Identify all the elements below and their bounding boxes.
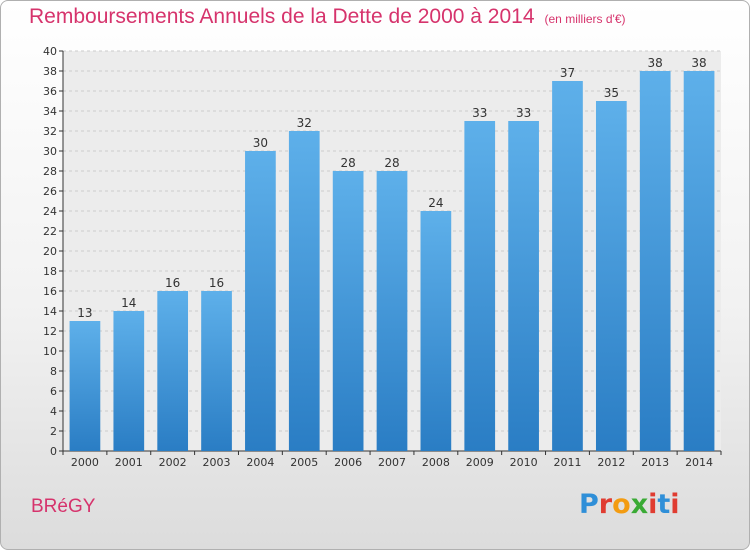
chart-subtitle: (en milliers d'€)	[544, 12, 626, 26]
y-tick-label: 26	[43, 185, 57, 198]
x-tick-label-2010: 2010	[510, 456, 538, 469]
bar-2003	[201, 291, 232, 451]
y-tick-label: 24	[43, 205, 57, 218]
bar-2011	[552, 81, 583, 451]
y-tick-label: 16	[43, 285, 57, 298]
bar-2002	[157, 291, 189, 451]
proxiti-logo: Proxiti	[579, 489, 680, 520]
y-tick-label: 36	[43, 85, 57, 98]
x-tick-label-2003: 2003	[203, 456, 231, 469]
value-label-2010: 33	[516, 106, 531, 120]
value-label-2001: 14	[121, 296, 136, 310]
value-label-2003: 16	[209, 276, 224, 290]
chart-title-text: Remboursements Annuels de la Dette de 20…	[29, 5, 535, 28]
place-name: BRéGY	[31, 496, 96, 517]
y-tick-label: 32	[43, 125, 57, 138]
bar-2001	[113, 311, 145, 451]
value-label-2011: 37	[560, 66, 575, 80]
bar-2000	[69, 321, 101, 451]
bar-2009	[464, 121, 496, 451]
x-tick-label-2006: 2006	[334, 456, 362, 469]
logo-letter: P	[579, 489, 599, 520]
bar-2007	[376, 171, 408, 451]
bar-2013	[639, 71, 671, 451]
value-label-2002: 16	[165, 276, 180, 290]
y-tick-label: 14	[43, 305, 57, 318]
x-tick-label-2000: 2000	[71, 456, 99, 469]
value-label-2009: 33	[472, 106, 487, 120]
y-tick-label: 18	[43, 265, 57, 278]
x-tick-label-2012: 2012	[597, 456, 625, 469]
y-tick-label: 12	[43, 325, 57, 338]
y-tick-label: 8	[50, 365, 57, 378]
bar-2012	[595, 101, 627, 451]
logo-letter: o	[612, 489, 631, 520]
y-tick-label: 30	[43, 145, 57, 158]
value-label-2014: 38	[691, 56, 706, 70]
x-tick-label-2009: 2009	[466, 456, 494, 469]
bar-2006	[332, 171, 364, 451]
y-tick-label: 28	[43, 165, 57, 178]
x-tick-label-2001: 2001	[115, 456, 143, 469]
logo-letter: i	[648, 489, 658, 520]
x-tick-label-2008: 2008	[422, 456, 450, 469]
x-tick-label-2011: 2011	[553, 456, 581, 469]
y-tick-label: 38	[43, 65, 57, 78]
value-label-2013: 38	[648, 56, 663, 70]
y-tick-label: 34	[43, 105, 57, 118]
value-label-2006: 28	[340, 156, 355, 170]
logo-letter: x	[630, 489, 649, 520]
logo-letter: r	[598, 489, 613, 520]
bar-2014	[683, 71, 715, 451]
y-tick-label: 40	[43, 45, 57, 58]
y-tick-label: 10	[43, 345, 57, 358]
value-label-2004: 30	[253, 136, 268, 150]
chart-title: Remboursements Annuels de la Dette de 20…	[29, 5, 626, 29]
x-tick-label-2002: 2002	[159, 456, 187, 469]
x-tick-label-2005: 2005	[290, 456, 318, 469]
bar-2005	[288, 131, 320, 451]
bar-2004	[245, 151, 276, 451]
value-label-2012: 35	[604, 86, 619, 100]
y-tick-label: 20	[43, 245, 57, 258]
value-label-2007: 28	[384, 156, 399, 170]
y-tick-label: 2	[50, 425, 57, 438]
value-label-2005: 32	[297, 116, 312, 130]
logo-letter: t	[657, 489, 671, 520]
value-label-2000: 13	[77, 306, 92, 320]
logo-letter: i	[670, 489, 680, 520]
x-tick-label-2007: 2007	[378, 456, 406, 469]
y-tick-label: 6	[50, 385, 57, 398]
y-tick-label: 0	[50, 445, 57, 458]
x-tick-label-2004: 2004	[246, 456, 274, 469]
x-tick-label-2013: 2013	[641, 456, 669, 469]
y-tick-label: 4	[50, 405, 57, 418]
value-label-2008: 24	[428, 196, 443, 210]
x-tick-label-2014: 2014	[685, 456, 713, 469]
bar-2008	[420, 211, 452, 451]
bar-2010	[508, 121, 539, 451]
y-tick-label: 22	[43, 225, 57, 238]
